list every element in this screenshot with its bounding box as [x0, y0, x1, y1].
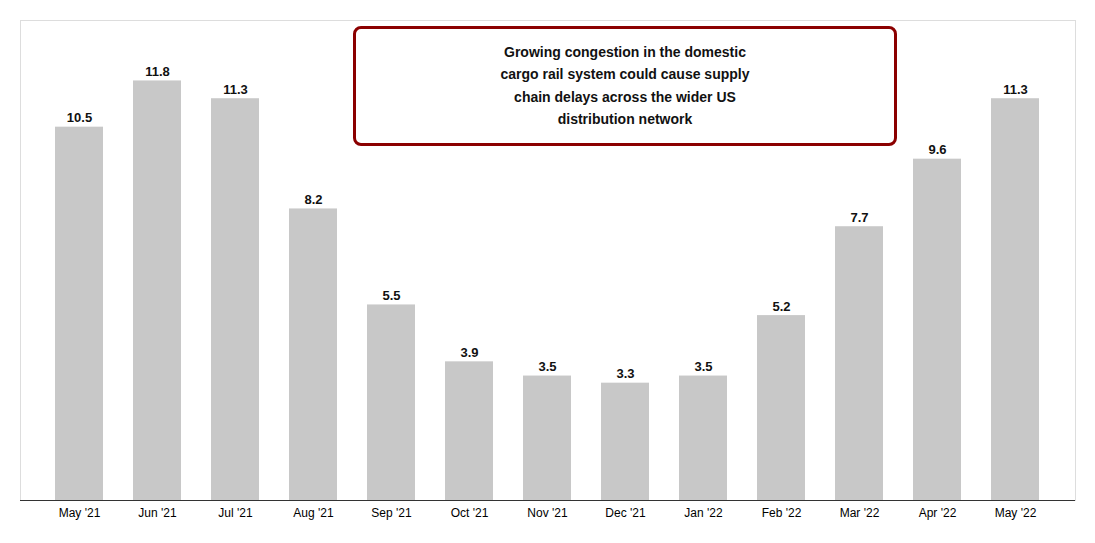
svg-text:9.6: 9.6 [928, 142, 946, 157]
svg-text:Dec '21: Dec '21 [605, 506, 646, 520]
svg-text:11.8: 11.8 [145, 64, 170, 79]
svg-text:May '22: May '22 [995, 506, 1037, 520]
svg-text:11.3: 11.3 [1003, 82, 1028, 97]
svg-text:3.9: 3.9 [460, 345, 478, 360]
svg-text:8.2: 8.2 [304, 192, 322, 207]
svg-text:5.5: 5.5 [382, 288, 400, 303]
svg-text:Mar '22: Mar '22 [840, 506, 880, 520]
svg-text:7.7: 7.7 [850, 210, 868, 225]
svg-text:Jan '22: Jan '22 [684, 506, 723, 520]
html-text:Growing congestion in the dome: Growing congestion in the domestic cargo… [500, 44, 750, 128]
svg-text:Sep '21: Sep '21 [371, 506, 412, 520]
svg-text:Nov '21: Nov '21 [527, 506, 568, 520]
svg-text:Jul '21: Jul '21 [218, 506, 253, 520]
svg-text:10.5: 10.5 [67, 110, 92, 125]
svg-text:Feb '22: Feb '22 [762, 506, 802, 520]
svg-text:Jun '21: Jun '21 [138, 506, 177, 520]
svg-text:Aug '21: Aug '21 [293, 506, 334, 520]
svg-text:5.2: 5.2 [772, 299, 790, 314]
svg-text:May '21: May '21 [59, 506, 101, 520]
svg-text:11.3: 11.3 [223, 82, 248, 97]
svg-text:Oct '21: Oct '21 [451, 506, 489, 520]
svg-text:3.5: 3.5 [694, 359, 712, 374]
svg-text:3.3: 3.3 [616, 366, 634, 381]
svg-text:Apr '22: Apr '22 [919, 506, 957, 520]
svg-text:3.5: 3.5 [538, 359, 556, 374]
